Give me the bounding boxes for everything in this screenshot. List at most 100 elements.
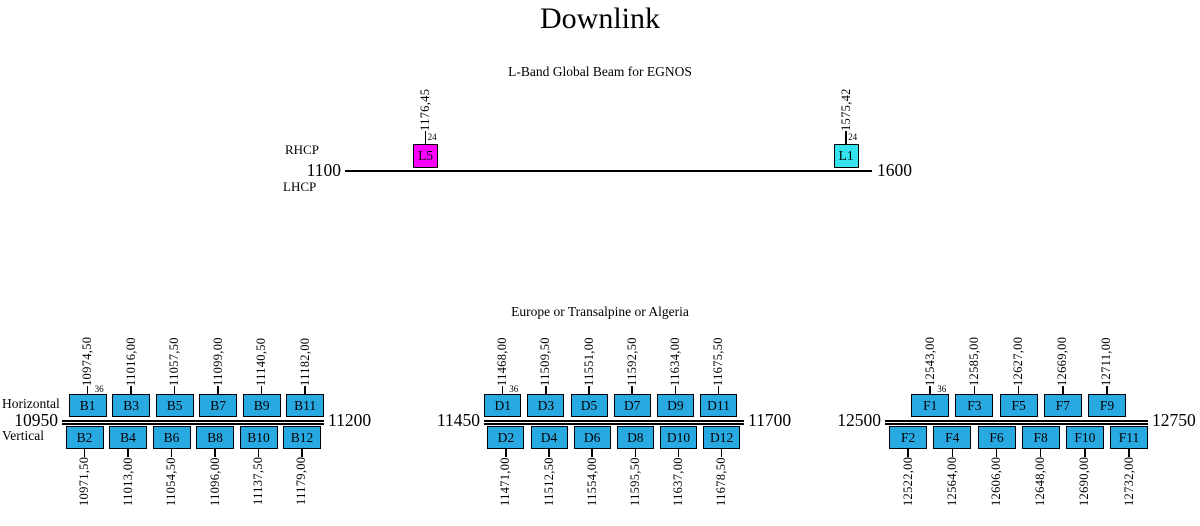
transponder-tick [257, 449, 260, 457]
transponder-tick [1128, 449, 1130, 457]
transponder-tick [588, 386, 590, 394]
transponder-tick [127, 449, 129, 457]
transponder-box: D9 [656, 394, 694, 417]
transponder-tick [720, 449, 723, 457]
transponder-box: B5 [155, 394, 194, 417]
channel-bandwidth-label: 24 [848, 132, 858, 142]
group-axis-line [62, 423, 324, 425]
transponder-box: F11 [1110, 426, 1149, 449]
transponder-box: D10 [659, 426, 697, 449]
transponder-frequency-label: 11057,50 [167, 337, 182, 386]
group-axis-min-label: 12500 [837, 410, 881, 430]
transponder-tick [929, 386, 931, 394]
transponder-frequency-label: 12690,00 [1077, 457, 1092, 507]
channel-box: L5 [413, 144, 439, 168]
transponder-frequency-label: 12522,00 [900, 457, 915, 507]
transponder-frequency-label: 11182,00 [297, 337, 312, 386]
transponder-box: F7 [1043, 394, 1082, 417]
transponder-box: D7 [613, 394, 651, 417]
transponder-frequency-label: 11468,00 [495, 337, 510, 386]
transponder-tick [170, 449, 173, 457]
group-axis-max-label: 12750 [1152, 410, 1196, 430]
transponder-box: D3 [527, 394, 565, 417]
transponder-box: D12 [703, 426, 741, 449]
transponder-frequency-label: 11179,00 [294, 457, 309, 506]
transponder-frequency-label: 12606,00 [989, 457, 1003, 507]
group-axis-line [885, 420, 1148, 422]
d-group-header: Europe or Transalpine or Algeria [511, 304, 689, 319]
lband-axis-min-label: 1100 [306, 160, 341, 180]
transponder-box: F9 [1087, 394, 1126, 417]
transponder-box: D1 [484, 394, 522, 417]
transponder-tick [1106, 386, 1108, 394]
group-axis-min-label: 11450 [436, 410, 480, 430]
group-axis-max-label: 11200 [328, 410, 372, 430]
transponder-frequency-label: 11140,50 [254, 337, 269, 386]
transponder-box: F6 [977, 426, 1016, 449]
transponder-tick [717, 386, 720, 394]
row-bottom-polarization-label: Vertical [2, 428, 44, 443]
transponder-frequency-label: 11675,50 [711, 337, 726, 386]
transponder-frequency-label: 11096,00 [207, 457, 222, 506]
transponder-frequency-label: 10971,50 [77, 457, 92, 507]
transponder-box: F2 [889, 426, 928, 449]
group-axis-line [62, 420, 324, 422]
transponder-frequency-label: 12543,00 [922, 336, 937, 386]
transponder-frequency-label: 11592,50 [624, 337, 639, 386]
transponder-frequency-label: 11471,00 [498, 457, 513, 506]
transponder-box: D4 [530, 426, 568, 449]
transponder-bandwidth-label: 36 [937, 384, 947, 394]
transponder-tick [951, 449, 954, 457]
transponder-box: D2 [487, 426, 525, 449]
channel-box: L1 [833, 144, 859, 168]
row-top-polarization-label: Horizontal [2, 396, 60, 411]
group-axis-min-label: 10950 [14, 410, 58, 430]
group-axis-line [885, 423, 1148, 425]
channel-tick [424, 131, 427, 144]
transponder-box: B8 [196, 426, 234, 449]
transponder-box: B9 [242, 394, 281, 417]
transponder-box: B6 [152, 426, 191, 449]
transponder-tick [173, 386, 176, 394]
lhcp-label: LHCP [283, 179, 317, 194]
group-axis-line [484, 420, 744, 422]
transponder-tick [1039, 449, 1042, 457]
transponder-box: B4 [109, 426, 148, 449]
lband-beam-title: L-Band Global Beam for EGNOS [508, 64, 692, 79]
transponder-tick [130, 386, 132, 394]
transponder-frequency-label: 12627,00 [1011, 336, 1026, 386]
channel-frequency-label: 1176,45 [418, 88, 433, 131]
transponder-tick [631, 386, 633, 394]
transponder-box: B7 [199, 394, 238, 417]
channel-frequency-label: 1575,42 [838, 88, 853, 131]
transponder-frequency-label: 11054,50 [164, 457, 179, 506]
transponder-tick [634, 449, 637, 457]
transponder-frequency-label: 11512,50 [541, 457, 556, 506]
transponder-tick [545, 386, 547, 394]
transponder-box: B12 [282, 426, 321, 449]
transponder-bandwidth-label: 36 [94, 384, 104, 394]
transponder-tick [995, 449, 998, 457]
transponder-box: F1 [911, 394, 950, 417]
transponder-frequency-label: 11509,50 [538, 337, 553, 386]
transponder-bandwidth-label: 36 [509, 384, 519, 394]
transponder-box: F5 [999, 394, 1038, 417]
channel-tick [845, 131, 847, 144]
lband-axis-line [345, 170, 872, 172]
transponder-tick [677, 449, 680, 457]
transponder-tick [505, 449, 507, 457]
group-axis-max-label: 11700 [748, 410, 792, 430]
transponder-frequency-label: 11099,00 [210, 337, 225, 386]
transponder-frequency-label: 11016,00 [123, 337, 138, 386]
transponder-tick [1017, 386, 1020, 394]
transponder-box: D5 [570, 394, 608, 417]
transponder-tick [1062, 386, 1064, 394]
transponder-frequency-label: 11595,50 [627, 457, 642, 506]
transponder-tick [591, 449, 593, 457]
group-axis-line [484, 423, 744, 425]
transponder-tick [304, 386, 306, 394]
transponder-box: F10 [1065, 426, 1104, 449]
lband-axis-max-label: 1600 [877, 160, 912, 180]
transponder-box: B11 [286, 394, 325, 417]
